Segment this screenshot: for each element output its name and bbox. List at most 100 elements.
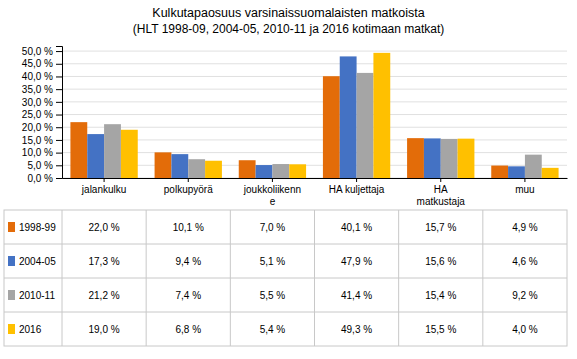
subtitle: (HLT 1998-09, 2004-05, 2010-11 ja 2016 k… bbox=[133, 22, 445, 36]
table-value: 9,4 % bbox=[175, 256, 201, 267]
table-value: 49,3 % bbox=[341, 324, 372, 335]
x-tick-label: muu bbox=[515, 184, 534, 195]
table-value: 10,1 % bbox=[173, 222, 204, 233]
y-tick-mark bbox=[56, 51, 62, 52]
bars bbox=[70, 53, 558, 178]
table-value: 15,5 % bbox=[425, 324, 456, 335]
x-tick-mark bbox=[104, 178, 105, 182]
y-tick: 0,0 % bbox=[27, 173, 62, 184]
bar bbox=[104, 124, 121, 178]
y-tick-mark bbox=[56, 76, 62, 77]
table-value: 41,4 % bbox=[341, 290, 372, 301]
x-tick: muu bbox=[515, 178, 534, 195]
x-tick-mark bbox=[188, 178, 189, 182]
y-tick-mark bbox=[56, 102, 62, 103]
y-tick-mark bbox=[56, 178, 62, 179]
table-value: 21,2 % bbox=[89, 290, 120, 301]
bar bbox=[441, 139, 458, 178]
y-tick: 10,0 % bbox=[22, 147, 62, 158]
bar bbox=[508, 166, 525, 178]
bar bbox=[155, 152, 172, 178]
bar bbox=[289, 164, 306, 178]
y-tick: 50,0 % bbox=[22, 46, 62, 57]
y-tick-mark bbox=[56, 165, 62, 166]
table-col-divider bbox=[314, 210, 315, 346]
table-value: 15,6 % bbox=[425, 256, 456, 267]
data-table: 1998-9922,0 %10,1 %7,0 %40,1 %15,7 %4,9 … bbox=[4, 210, 567, 346]
grid-line bbox=[62, 89, 567, 90]
table-value: 9,2 % bbox=[512, 290, 538, 301]
table-value: 5,5 % bbox=[260, 290, 286, 301]
x-tick-label: polkupyörä bbox=[164, 184, 213, 195]
y-tick-mark bbox=[56, 153, 62, 154]
y-tick-label: 15,0 % bbox=[22, 135, 53, 146]
title: Kulkutapaosuus varsinaissuomalaisten mat… bbox=[152, 6, 424, 20]
y-tick-label: 25,0 % bbox=[22, 109, 53, 120]
table-value: 4,6 % bbox=[512, 256, 538, 267]
y-tick: 30,0 % bbox=[22, 97, 62, 108]
y-tick-label: 20,0 % bbox=[22, 122, 53, 133]
x-tick-label: joukkoliikenne bbox=[243, 184, 301, 207]
table-col-divider bbox=[230, 210, 231, 346]
x-tick: HAmatkustaja bbox=[417, 178, 466, 207]
x-tick-label: HA kuljettaja bbox=[329, 184, 385, 195]
bar bbox=[424, 138, 441, 178]
y-tick: 15,0 % bbox=[22, 135, 62, 146]
grid-line bbox=[62, 101, 567, 102]
y-tick-mark bbox=[56, 127, 62, 128]
legend-label: 2016 bbox=[19, 324, 42, 335]
table-value: 15,7 % bbox=[425, 222, 456, 233]
y-tick-label: 35,0 % bbox=[22, 84, 53, 95]
y-tick-label: 10,0 % bbox=[22, 147, 53, 158]
table-value: 7,0 % bbox=[260, 222, 286, 233]
grid-line bbox=[62, 51, 567, 52]
table-border bbox=[4, 210, 567, 346]
y-tick-mark bbox=[56, 89, 62, 90]
x-axis: jalankulkupolkupyöräjoukkoliikenneHA kul… bbox=[63, 178, 568, 207]
bar bbox=[188, 159, 205, 178]
table-value: 4,9 % bbox=[512, 222, 538, 233]
table-value: 19,0 % bbox=[89, 324, 120, 335]
legend-swatch bbox=[8, 290, 15, 300]
table-value: 17,3 % bbox=[89, 256, 120, 267]
x-tick-label: HAmatkustaja bbox=[417, 184, 466, 207]
bar bbox=[458, 139, 475, 178]
table-value: 22,0 % bbox=[89, 222, 120, 233]
bar bbox=[491, 166, 508, 178]
y-tick: 5,0 % bbox=[27, 160, 62, 171]
bar bbox=[373, 53, 390, 178]
y-tick-mark bbox=[56, 115, 62, 116]
y-tick-label: 0,0 % bbox=[27, 173, 53, 184]
y-axis-line bbox=[56, 47, 63, 179]
legend-swatch bbox=[8, 256, 15, 266]
grid-line bbox=[62, 63, 567, 64]
bar bbox=[357, 73, 374, 178]
y-tick: 20,0 % bbox=[22, 122, 62, 133]
y-tick-label: 30,0 % bbox=[22, 97, 53, 108]
table-value: 47,9 % bbox=[341, 256, 372, 267]
x-tick-mark bbox=[356, 178, 357, 182]
bar bbox=[239, 160, 256, 178]
bar bbox=[272, 164, 289, 178]
y-tick-label: 45,0 % bbox=[22, 58, 53, 69]
table-value: 4,0 % bbox=[512, 324, 538, 335]
x-tick-mark bbox=[440, 178, 441, 182]
bar bbox=[542, 168, 559, 178]
bar bbox=[407, 138, 424, 178]
y-tick-label: 5,0 % bbox=[27, 160, 53, 171]
x-axis-line bbox=[63, 178, 568, 179]
bar bbox=[256, 165, 273, 178]
legend-label: 1998-99 bbox=[19, 222, 56, 233]
legend-label: 2010-11 bbox=[19, 290, 55, 301]
bar bbox=[340, 56, 357, 178]
bar bbox=[323, 76, 340, 178]
y-tick-mark bbox=[56, 140, 62, 141]
legend-label: 2004-05 bbox=[19, 256, 56, 267]
grid-line bbox=[62, 114, 567, 115]
table-col-divider bbox=[398, 210, 399, 346]
y-tick: 40,0 % bbox=[22, 71, 62, 82]
x-tick-mark bbox=[524, 178, 525, 182]
grid-line bbox=[62, 76, 567, 77]
bar bbox=[121, 130, 138, 178]
chart: Kulkutapaosuus varsinaissuomalaisten mat… bbox=[0, 0, 577, 359]
